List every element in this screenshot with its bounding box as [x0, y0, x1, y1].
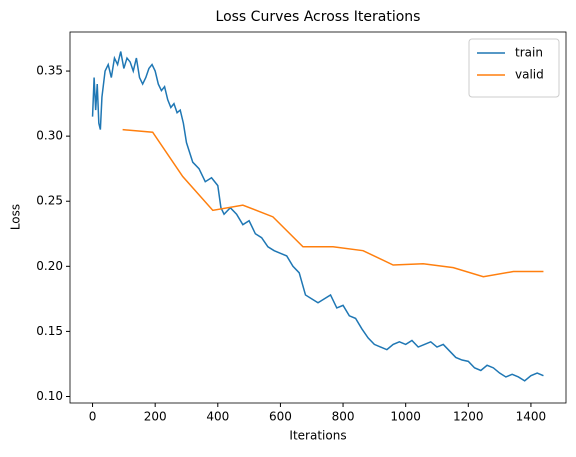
y-tick-label: 0.10: [36, 389, 63, 403]
x-tick-label: 200: [144, 410, 167, 424]
y-tick-label: 0.25: [36, 194, 63, 208]
x-axis-label: Iterations: [289, 429, 346, 443]
legend-label: valid: [515, 68, 544, 82]
legend-label: train: [515, 46, 543, 60]
x-tick-label: 1400: [516, 410, 547, 424]
line-series: [122, 128, 544, 278]
x-tick-label: 400: [206, 410, 229, 424]
x-tick-label: 1200: [453, 410, 484, 424]
y-tick-label: 0.15: [36, 324, 63, 338]
plot-frame: [69, 31, 567, 404]
y-tick-label: 0.30: [36, 129, 63, 143]
legend-box: [468, 38, 560, 98]
y-axis-label: Loss: [9, 204, 23, 230]
x-tick-label: 600: [269, 410, 292, 424]
x-tick-label: 800: [332, 410, 355, 424]
x-tick-label: 1000: [390, 410, 421, 424]
x-tick-label: 0: [89, 410, 97, 424]
y-tick-label: 0.35: [36, 64, 63, 78]
y-tick-label: 0.20: [36, 259, 63, 273]
chart-title: Loss Curves Across Iterations: [216, 9, 421, 25]
line-series: [91, 51, 544, 382]
